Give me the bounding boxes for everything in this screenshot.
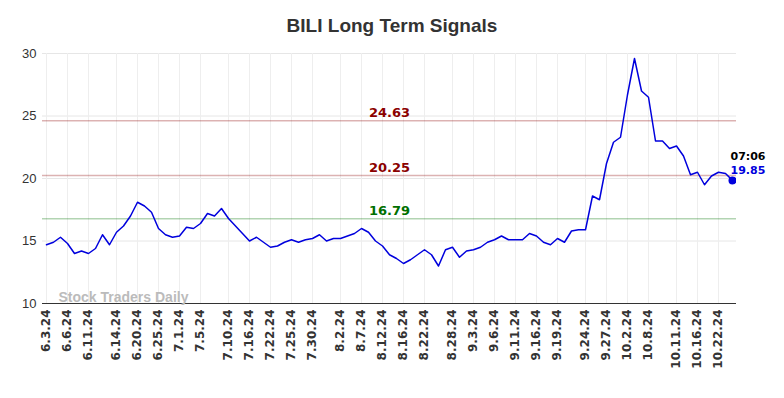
- svg-text:9.27.24: 9.27.24: [599, 310, 613, 361]
- svg-text:25: 25: [22, 108, 36, 123]
- svg-text:6.3.24: 6.3.24: [39, 310, 53, 353]
- svg-text:6.6.24: 6.6.24: [60, 310, 74, 353]
- svg-text:20: 20: [22, 171, 36, 186]
- svg-text:8.12.24: 8.12.24: [375, 310, 389, 361]
- svg-text:10.16.24: 10.16.24: [690, 310, 704, 369]
- svg-text:8.22.24: 8.22.24: [417, 310, 431, 361]
- svg-text:9.11.24: 9.11.24: [508, 310, 522, 361]
- svg-text:10.22.24: 10.22.24: [711, 310, 725, 369]
- svg-text:6.25.24: 6.25.24: [151, 310, 165, 361]
- svg-text:10.8.24: 10.8.24: [641, 310, 655, 361]
- svg-text:8.28.24: 8.28.24: [445, 310, 459, 361]
- svg-text:9.19.24: 9.19.24: [550, 310, 564, 361]
- svg-text:10.11.24: 10.11.24: [669, 310, 683, 369]
- svg-text:19.85: 19.85: [731, 164, 766, 177]
- svg-text:9.24.24: 9.24.24: [578, 310, 592, 361]
- svg-text:7.5.24: 7.5.24: [193, 310, 207, 353]
- svg-text:16.79: 16.79: [369, 203, 410, 218]
- svg-text:8.16.24: 8.16.24: [396, 310, 410, 361]
- svg-text:8.7.24: 8.7.24: [354, 310, 368, 353]
- svg-text:6.20.24: 6.20.24: [130, 310, 144, 361]
- svg-text:7.25.24: 7.25.24: [284, 310, 298, 361]
- svg-text:7.16.24: 7.16.24: [242, 310, 256, 361]
- svg-text:9.6.24: 9.6.24: [487, 310, 501, 353]
- svg-text:8.2.24: 8.2.24: [333, 310, 347, 353]
- svg-text:20.25: 20.25: [369, 160, 410, 175]
- svg-text:7.10.24: 7.10.24: [221, 310, 235, 361]
- svg-text:07:06: 07:06: [731, 150, 766, 163]
- svg-text:9.3.24: 9.3.24: [466, 310, 480, 353]
- html-text:BILI Long Term Signals: BILI Long Term Signals: [286, 15, 498, 36]
- svg-text:7.1.24: 7.1.24: [172, 310, 186, 353]
- svg-text:6.11.24: 6.11.24: [81, 310, 95, 361]
- svg-text:7.30.24: 7.30.24: [305, 310, 319, 361]
- svg-text:7.22.24: 7.22.24: [263, 310, 277, 361]
- svg-text:24.63: 24.63: [369, 105, 410, 120]
- svg-text:10.2.24: 10.2.24: [620, 310, 634, 361]
- svg-text:15: 15: [22, 233, 36, 248]
- svg-text:10: 10: [22, 296, 36, 311]
- svg-text:30: 30: [22, 46, 36, 61]
- svg-text:6.14.24: 6.14.24: [109, 310, 123, 361]
- svg-text:Stock Traders Daily: Stock Traders Daily: [59, 289, 189, 305]
- svg-text:9.16.24: 9.16.24: [529, 310, 543, 361]
